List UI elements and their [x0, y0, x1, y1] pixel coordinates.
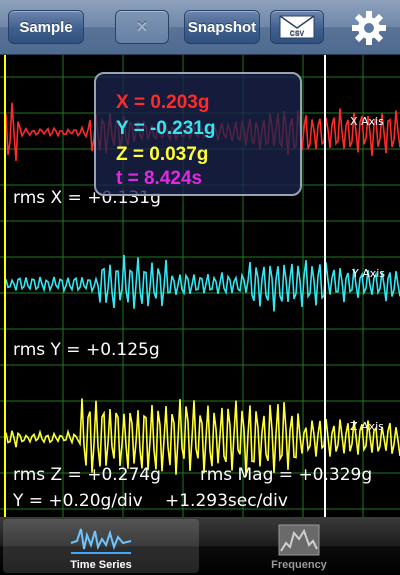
z-axis-label: Z Axis: [350, 420, 384, 433]
frequency-icon: [278, 524, 320, 556]
email-icon: CSV: [279, 15, 315, 39]
cursor-readout-panel: X = 0.203g Y = -0.231g Z = 0.037g t = 8.…: [94, 72, 302, 196]
rms-z-label: rms Z = +0.274g: [13, 465, 161, 485]
readout-t: t = 8.424s: [116, 168, 203, 189]
tab-frequency[interactable]: Frequency: [201, 519, 397, 573]
settings-button[interactable]: [350, 9, 388, 47]
gear-icon: [352, 11, 386, 45]
readout-x: X = 0.203g: [116, 92, 210, 113]
tab-time-series[interactable]: Time Series: [3, 519, 199, 573]
tab-time-series-label: Time Series: [70, 559, 132, 571]
readout-z: Z = 0.037g: [116, 144, 209, 165]
rms-mag-label: rms Mag = +0.329g: [200, 465, 373, 485]
z-trace: [5, 398, 400, 477]
tab-bar: Time Series Frequency: [0, 517, 400, 575]
y-trace: [5, 254, 400, 312]
y-axis-label: Y Axis: [352, 267, 386, 280]
rms-y-label: rms Y = +0.125g: [13, 340, 160, 360]
csv-label: CSV: [290, 31, 305, 38]
clear-button[interactable]: ✕: [115, 10, 169, 44]
sample-button[interactable]: Sample: [8, 10, 84, 44]
email-csv-button[interactable]: CSV: [270, 10, 324, 44]
snapshot-button[interactable]: Snapshot: [184, 10, 260, 44]
y-scale-label: Y = +0.20g/div: [13, 491, 143, 511]
time-series-icon: [70, 528, 132, 554]
readout-y: Y = -0.231g: [116, 118, 216, 139]
time-scale-label: +1.293sec/div: [165, 491, 288, 511]
x-axis-label: X Axis: [350, 115, 384, 128]
toolbar: Sample ✕ Snapshot CSV: [0, 0, 400, 55]
tab-frequency-label: Frequency: [271, 559, 327, 571]
